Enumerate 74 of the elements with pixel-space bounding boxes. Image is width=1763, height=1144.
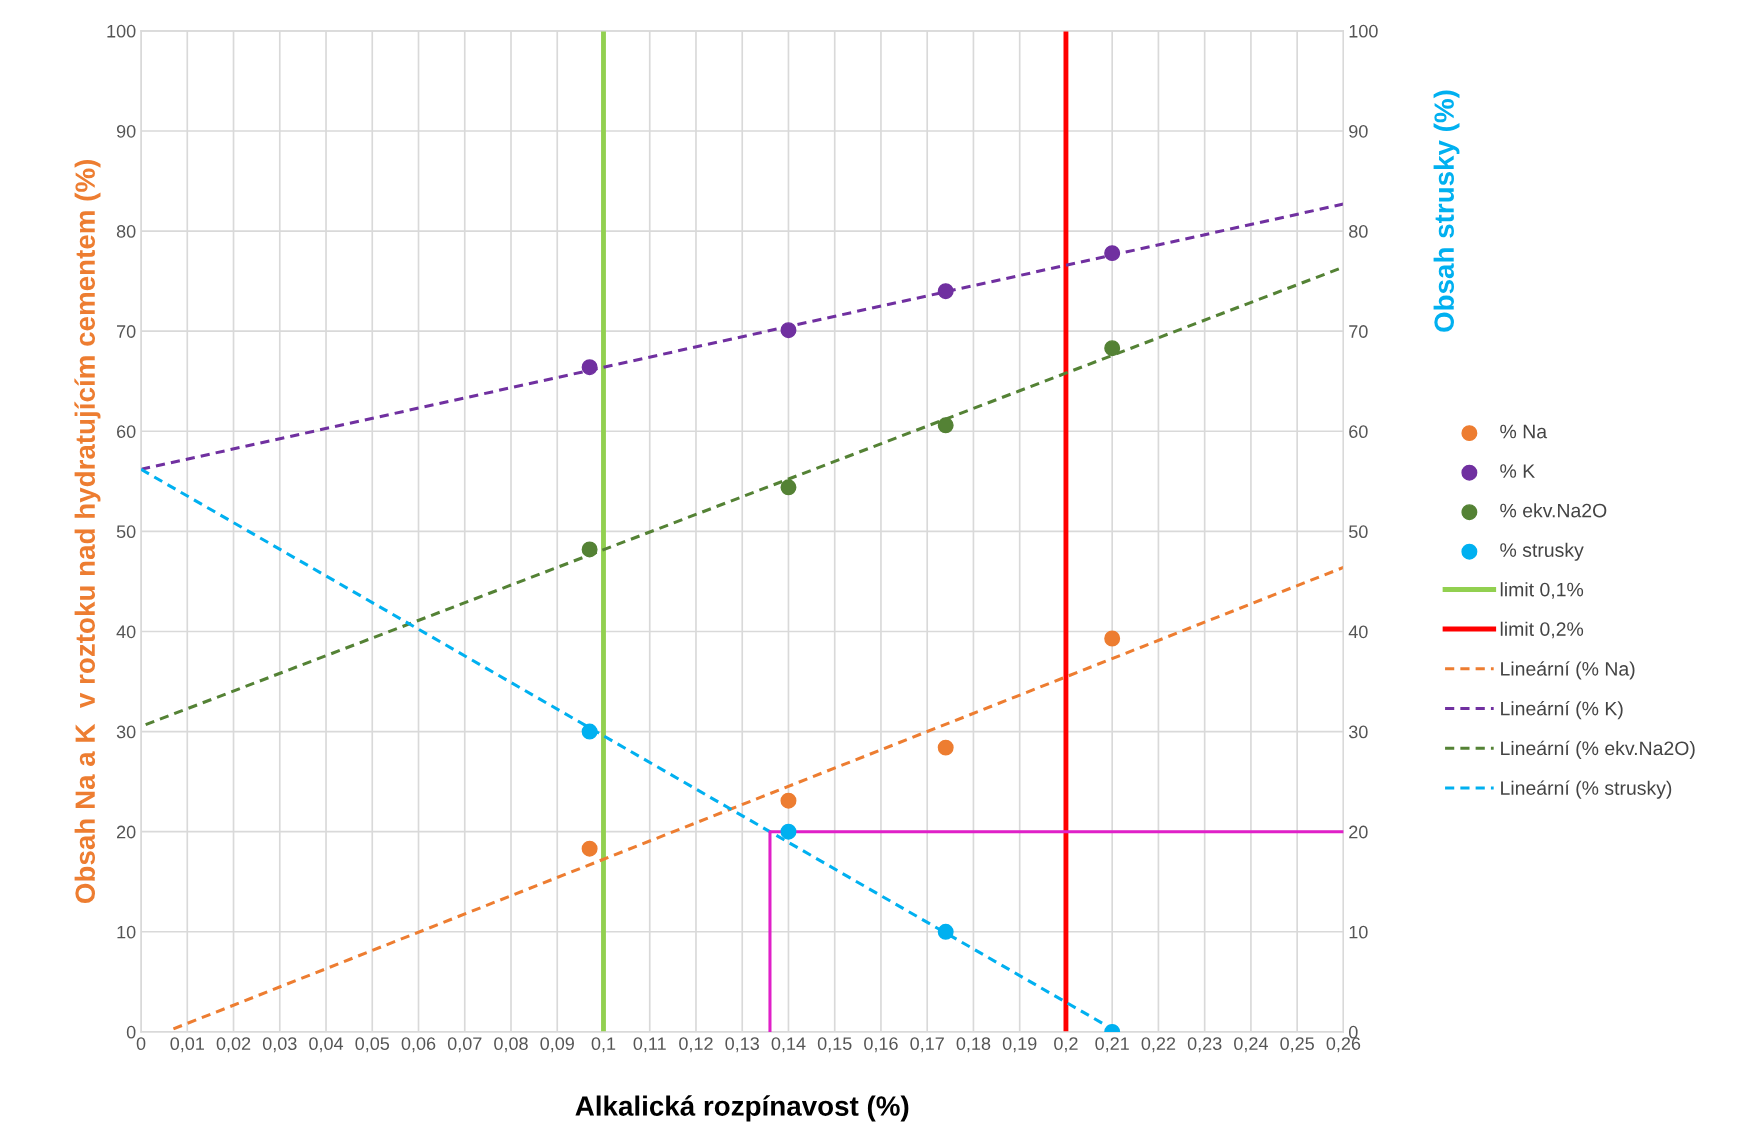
y2-tick-label: 20 — [1349, 825, 1368, 839]
legend-label: limit 0,2% — [1500, 621, 1584, 639]
x-tick-label: 0,07 — [447, 1037, 482, 1053]
x-tick-label: 0,24 — [1234, 1037, 1268, 1053]
point — [780, 479, 797, 496]
point — [937, 417, 954, 434]
x-tick-label: 0,2 — [1054, 1037, 1078, 1053]
point — [780, 322, 797, 339]
y2-tick-label: 80 — [1349, 225, 1368, 238]
point — [581, 840, 598, 857]
x-tick-label: 0,16 — [864, 1037, 898, 1053]
y2-tick-label: 10 — [1349, 925, 1368, 939]
x-tick-label: 0,13 — [725, 1037, 759, 1053]
x-tick-label: 0,23 — [1187, 1037, 1222, 1053]
point — [937, 283, 954, 300]
y2-axis-title: Obsah strusky (%) — [1433, 90, 1460, 332]
legend-label: limit 0,1% — [1500, 582, 1584, 599]
y-tick-label: 40 — [116, 625, 136, 639]
x-tick-label: 0,05 — [355, 1037, 390, 1053]
y-tick-label: 100 — [107, 24, 136, 38]
x-tick-label: 0,14 — [771, 1037, 806, 1053]
x-tick-label: 0,02 — [216, 1037, 251, 1053]
x-tick-label: 0,26 — [1326, 1037, 1361, 1053]
x-axis-title: Alkalická rozpínavost (%) — [575, 1095, 909, 1122]
point — [581, 541, 598, 558]
y2-tick-label: 0 — [1348, 1025, 1358, 1039]
x-tick-label: 0,18 — [956, 1037, 991, 1053]
y-tick-label: 10 — [117, 925, 136, 939]
x-tick-label: 0,1 — [591, 1037, 616, 1053]
x-tick-label: 0,03 — [262, 1037, 297, 1053]
x-tick-label: 0,21 — [1095, 1037, 1129, 1053]
legend-label: Lineární (% Na) — [1501, 661, 1635, 680]
y-tick-label: 80 — [116, 225, 136, 238]
x-tick-label: 0,06 — [401, 1037, 436, 1053]
y2-tick-label: 30 — [1348, 725, 1368, 739]
x-tick-label: 0,22 — [1141, 1037, 1176, 1053]
y2-tick-label: 50 — [1348, 525, 1368, 539]
x-tick-label: 0,08 — [494, 1037, 528, 1053]
y-tick-label: 20 — [117, 825, 136, 839]
legend-label: % K — [1500, 464, 1535, 478]
x-tick-label: 0,25 — [1280, 1037, 1314, 1053]
x-tick-label: 0,01 — [170, 1037, 204, 1053]
legend-label: Lineární (% ekv.Na2O) — [1501, 740, 1695, 760]
point — [780, 792, 797, 809]
point — [1104, 245, 1121, 262]
y-tick-label: 0 — [126, 1025, 136, 1039]
x-tick-label: 0 — [136, 1037, 146, 1051]
legend-label: Lineární (% K) — [1501, 700, 1623, 720]
x-tick-label: 0,11 — [633, 1037, 666, 1053]
x-tick-label: 0,17 — [910, 1037, 944, 1053]
point — [1104, 340, 1121, 357]
legend-label: Lineární (% strusky) — [1501, 780, 1672, 799]
point — [1104, 630, 1121, 647]
y-tick-label: 30 — [116, 725, 136, 739]
x-tick-label: 0,12 — [679, 1037, 713, 1053]
y-tick-label: 70 — [117, 325, 136, 338]
y2-tick-label: 70 — [1349, 325, 1368, 338]
y2-tick-label: 90 — [1349, 124, 1368, 138]
y-tick-label: 50 — [116, 525, 136, 539]
legend-label: % Na — [1500, 424, 1548, 439]
x-tick-label: 0,04 — [309, 1037, 344, 1053]
y-axis-title: Obsah Na a K v roztoku nad hydratujícím cementem (%) — [74, 159, 101, 903]
point — [581, 359, 598, 376]
legend-label: % strusky — [1500, 542, 1584, 561]
y-tick-label: 90 — [116, 124, 136, 138]
x-tick-label: 0,15 — [817, 1037, 852, 1053]
x-tick-label: 0,19 — [1002, 1037, 1037, 1053]
point — [937, 739, 954, 756]
y2-tick-label: 40 — [1348, 625, 1368, 639]
y2-tick-label: 60 — [1349, 425, 1368, 439]
x-tick-label: 0,09 — [540, 1037, 574, 1053]
legend-label: % ekv.Na2O — [1500, 503, 1607, 518]
y2-tick-label: 100 — [1349, 24, 1378, 38]
y-tick-label: 60 — [117, 425, 136, 439]
